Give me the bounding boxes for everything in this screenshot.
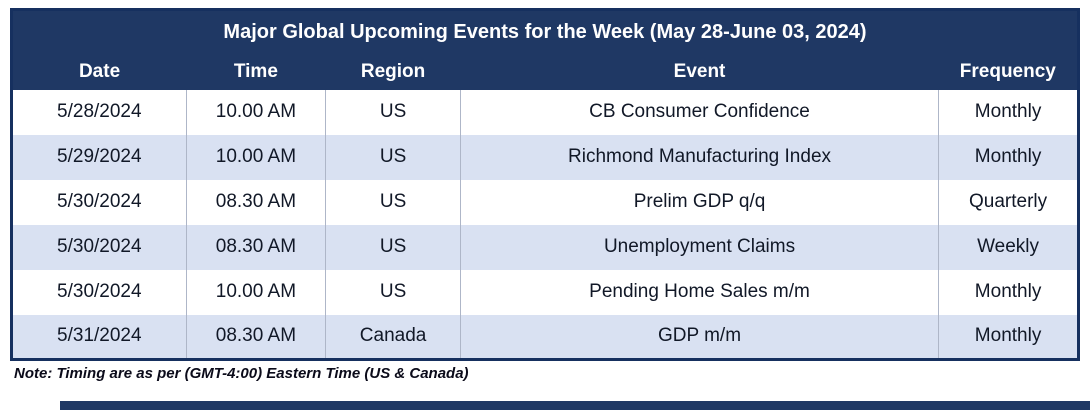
table-title-row: Major Global Upcoming Events for the Wee… — [11, 9, 1079, 54]
cell-event: Richmond Manufacturing Index — [459, 134, 939, 180]
cell-frequency: Monthly — [938, 134, 1079, 180]
cell-frequency: Monthly — [938, 89, 1079, 135]
column-header-event: Event — [460, 53, 939, 90]
table-row: 5/31/2024 08.30 AM Canada GDP m/m Monthly — [11, 314, 1079, 360]
table-header-row: Date Time Region Event Frequency — [11, 53, 1079, 90]
cell-region: US — [325, 269, 461, 315]
cell-time: 10.00 AM — [185, 269, 326, 315]
cell-region: US — [325, 179, 461, 225]
cell-date: 5/29/2024 — [11, 134, 187, 180]
cell-time: 10.00 AM — [185, 89, 326, 135]
cell-region: US — [325, 89, 461, 135]
cell-date: 5/30/2024 — [11, 179, 187, 225]
cell-event: Unemployment Claims — [459, 224, 939, 270]
cell-event: Prelim GDP q/q — [459, 179, 939, 225]
cropped-next-table-edge — [60, 401, 1090, 410]
column-header-date: Date — [11, 53, 187, 90]
events-table: Major Global Upcoming Events for the Wee… — [10, 8, 1080, 361]
column-header-time: Time — [186, 53, 326, 90]
cell-date: 5/30/2024 — [11, 269, 187, 315]
table-row: 5/29/2024 10.00 AM US Richmond Manufacturin… — [11, 134, 1079, 180]
cell-frequency: Monthly — [938, 269, 1079, 315]
cell-region: US — [325, 134, 461, 180]
column-header-region: Region — [325, 53, 461, 90]
cell-date: 5/28/2024 — [11, 89, 187, 135]
table-row: 5/28/2024 10.00 AM US CB Consumer Confidenc… — [11, 89, 1079, 135]
cell-time: 08.30 AM — [185, 314, 326, 360]
cell-frequency: Quarterly — [938, 179, 1079, 225]
cell-frequency: Monthly — [938, 314, 1079, 360]
cell-time: 08.30 AM — [185, 224, 326, 270]
table-row: 5/30/2024 08.30 AM US Prelim GDP q/q Quarter… — [11, 179, 1079, 225]
table-title: Major Global Upcoming Events for the Wee… — [11, 9, 1079, 54]
timing-note: Note: Timing are as per (GMT-4:00) Easte… — [14, 365, 469, 382]
column-header-frequency: Frequency — [938, 53, 1079, 90]
cell-region: US — [325, 224, 461, 270]
cell-frequency: Weekly — [938, 224, 1079, 270]
cell-event: Pending Home Sales m/m — [459, 269, 939, 315]
cell-time: 08.30 AM — [185, 179, 326, 225]
cell-event: GDP m/m — [459, 314, 939, 360]
cell-time: 10.00 AM — [185, 134, 326, 180]
table-row: 5/30/2024 08.30 AM US Unemployment Claims We… — [11, 224, 1079, 270]
cell-region: Canada — [325, 314, 461, 360]
cell-date: 5/30/2024 — [11, 224, 187, 270]
cell-date: 5/31/2024 — [11, 314, 187, 360]
cell-event: CB Consumer Confidence — [459, 89, 939, 135]
table-row: 5/30/2024 10.00 AM US Pending Home Sales m/… — [11, 269, 1079, 315]
